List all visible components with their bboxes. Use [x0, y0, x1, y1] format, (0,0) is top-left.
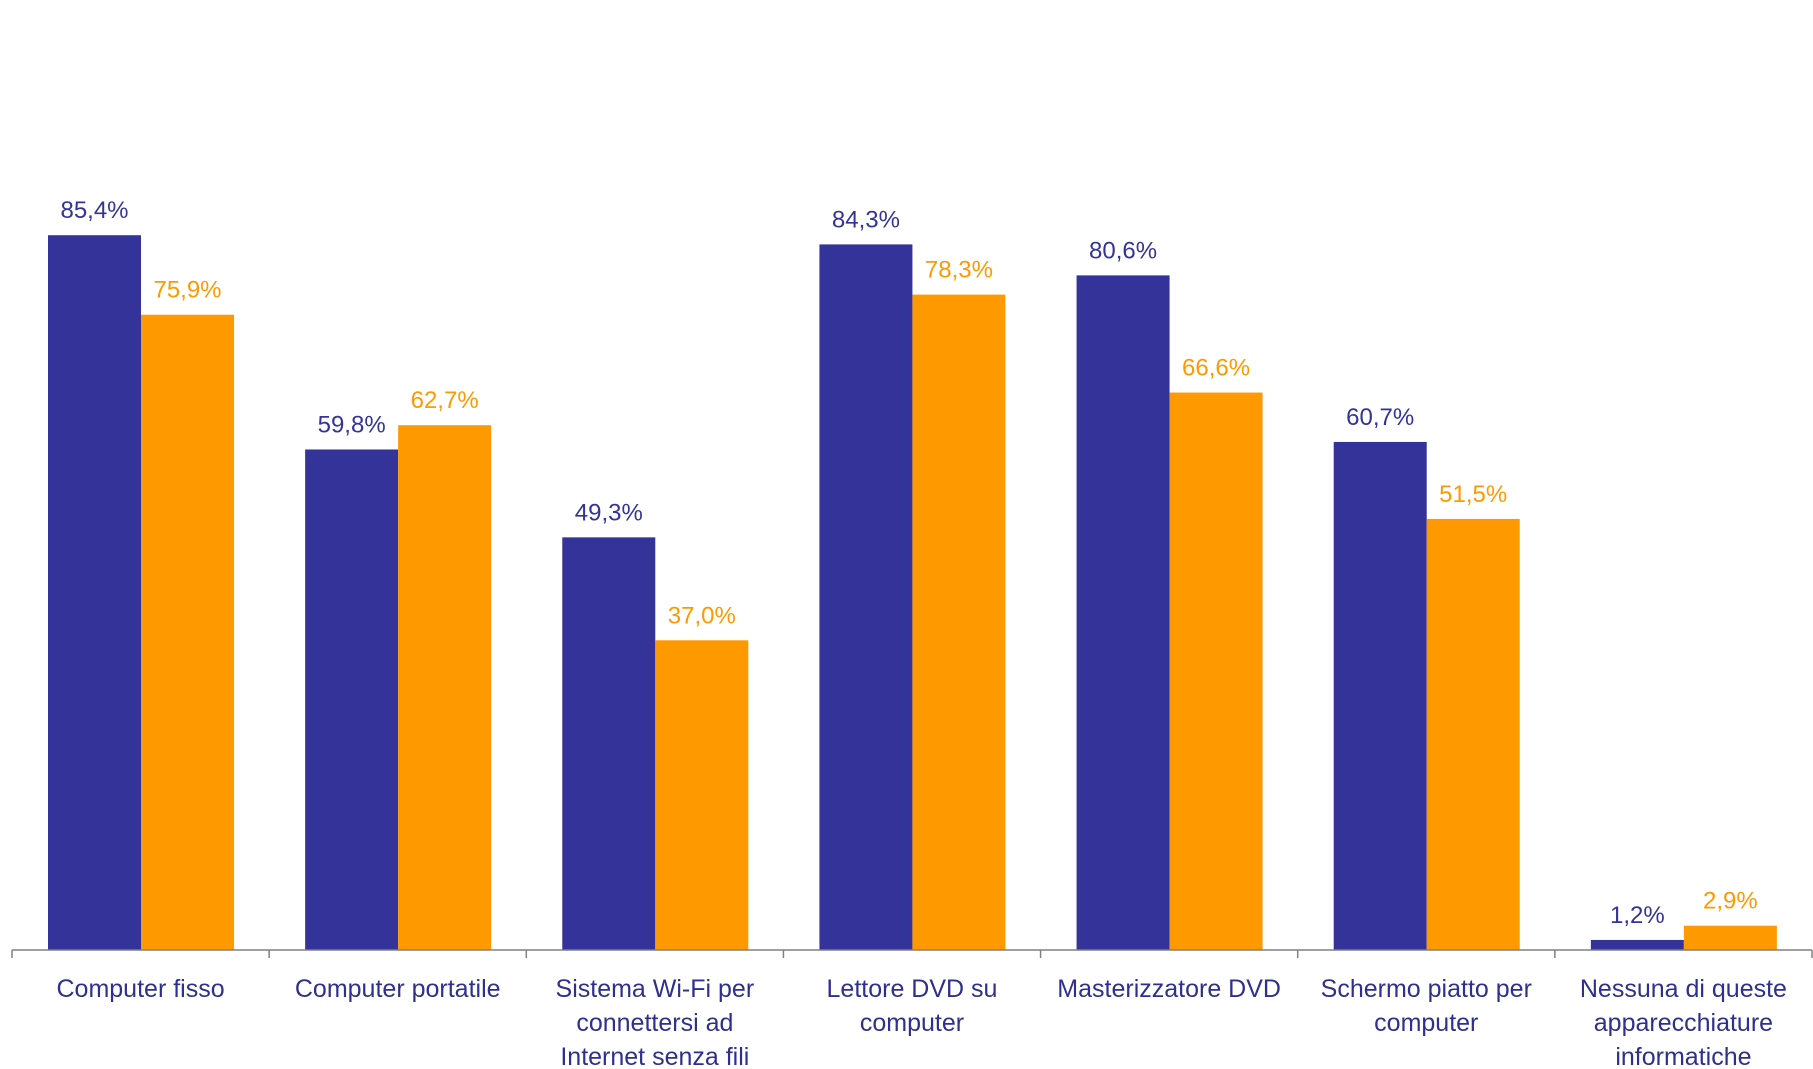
value-label-series1-cat5: 80,6% — [1089, 237, 1157, 264]
bar-series1-cat2 — [305, 449, 399, 950]
value-label-series1-cat2: 59,8% — [318, 411, 386, 438]
category-label-line: Lettore DVD su — [827, 975, 998, 1003]
bar-series1-cat3 — [562, 537, 656, 950]
category-label-line: Masterizzatore DVD — [1057, 975, 1281, 1003]
bar-series2-cat3 — [655, 640, 749, 950]
category-label-4: Lettore DVD su computer — [827, 975, 998, 1037]
value-label-series1-cat7: 1,2% — [1610, 902, 1665, 929]
value-label-series1-cat1: 85,4% — [60, 197, 128, 224]
bar-series2-cat6 — [1426, 518, 1520, 950]
value-label-series1-cat4: 84,3% — [832, 206, 900, 233]
category-label-line: Sistema Wi-Fi per — [556, 975, 755, 1003]
bar-series2-cat5 — [1169, 392, 1263, 951]
category-label-line: computer — [1374, 1009, 1478, 1037]
value-label-series2-cat2: 62,7% — [411, 387, 479, 414]
value-label-series2-cat3: 37,0% — [668, 602, 736, 629]
bar-series1-cat5 — [1076, 275, 1170, 950]
category-label-5: Masterizzatore DVD — [1057, 975, 1281, 1003]
category-label-line: Internet senza fili — [560, 1043, 749, 1069]
bar-series2-cat1 — [141, 314, 234, 950]
category-label-3: Sistema Wi-Fi per connettersi ad Internet … — [556, 975, 755, 1069]
category-label-7: Nessuna di queste apparecchiature informat… — [1580, 975, 1787, 1069]
category-label-1: Computer fisso — [57, 975, 225, 1003]
value-label-series2-cat6: 51,5% — [1439, 481, 1507, 508]
bar-series2-cat7 — [1683, 925, 1777, 950]
value-label-series1-cat6: 60,7% — [1346, 404, 1414, 431]
category-label-6: Schermo piatto per computer — [1321, 975, 1532, 1037]
bar-series1-cat6 — [1333, 441, 1427, 950]
value-label-series2-cat4: 78,3% — [925, 257, 993, 284]
category-label-2: Computer portatile — [295, 975, 501, 1003]
bar-series2-cat2 — [398, 425, 492, 950]
category-label-line: Computer fisso — [57, 975, 225, 1003]
category-label-line: Computer portatile — [295, 975, 501, 1003]
category-label-line: computer — [860, 1009, 964, 1037]
bar-series1-cat4 — [819, 244, 913, 950]
category-label-line: informatiche — [1615, 1043, 1751, 1069]
value-labels-group: 85,4% 75,9% 59,8% 62,7% 49,3% 37,0% 84,3% 78,3%… — [60, 197, 1757, 929]
value-label-series2-cat5: 66,6% — [1182, 355, 1250, 382]
value-label-series2-cat7: 2,9% — [1703, 888, 1758, 915]
bar-series2-cat4 — [912, 294, 1006, 950]
category-label-line: Schermo piatto per — [1321, 975, 1532, 1003]
bars-group — [48, 235, 1777, 951]
x-axis — [11, 949, 1813, 958]
category-label-line: connettersi ad — [576, 1009, 733, 1037]
category-label-line: apparecchiature — [1594, 1009, 1773, 1037]
bar-series1-cat7 — [1590, 939, 1684, 950]
value-label-series2-cat1: 75,9% — [153, 277, 221, 304]
category-label-line: Nessuna di queste — [1580, 975, 1787, 1003]
value-label-series1-cat3: 49,3% — [575, 499, 643, 526]
category-labels-group: Computer fisso Computer portatile Sistema … — [57, 975, 1787, 1069]
bar-series1-cat1 — [48, 235, 141, 950]
